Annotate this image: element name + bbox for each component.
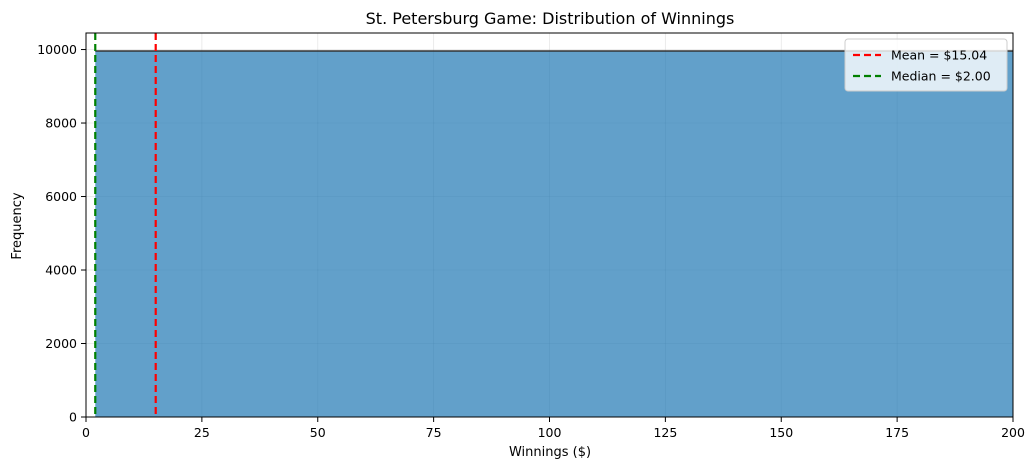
y-tick-label: 8000 bbox=[45, 116, 77, 131]
x-tick-label: 25 bbox=[194, 425, 210, 440]
x-tick-label: 50 bbox=[310, 425, 326, 440]
legend-box bbox=[844, 38, 1008, 92]
x-tick-label: 150 bbox=[769, 425, 793, 440]
legend-median-label: Median = $2.00 bbox=[891, 69, 991, 84]
y-axis-label: Frequency bbox=[10, 192, 25, 259]
y-tick-label: 6000 bbox=[45, 189, 77, 204]
x-axis-label: Winnings ($) bbox=[509, 445, 591, 460]
y-axis-ticks: 0 2000 4000 6000 8000 10000 bbox=[37, 42, 86, 425]
x-tick-label: 100 bbox=[538, 425, 562, 440]
x-tick-label: 0 bbox=[82, 425, 90, 440]
x-tick-label: 200 bbox=[1001, 425, 1025, 440]
histogram-bars bbox=[95, 50, 1013, 418]
y-tick-label: 2000 bbox=[45, 336, 77, 351]
y-tick-label: 0 bbox=[69, 410, 77, 425]
histogram-bar bbox=[95, 51, 1013, 418]
reference-lines bbox=[94, 33, 157, 417]
chart-title: St. Petersburg Game: Distribution of Win… bbox=[366, 9, 735, 28]
x-tick-label: 175 bbox=[885, 425, 909, 440]
y-tick-label: 10000 bbox=[37, 42, 77, 57]
x-tick-label: 125 bbox=[653, 425, 677, 440]
x-tick-label: 75 bbox=[426, 425, 442, 440]
x-axis-ticks: 0 25 50 75 100 125 150 175 200 bbox=[82, 417, 1025, 440]
y-tick-label: 4000 bbox=[45, 263, 77, 278]
legend-mean-label: Mean = $15.04 bbox=[891, 48, 987, 63]
legend: Mean = $15.04 Median = $2.00 bbox=[844, 38, 1008, 92]
